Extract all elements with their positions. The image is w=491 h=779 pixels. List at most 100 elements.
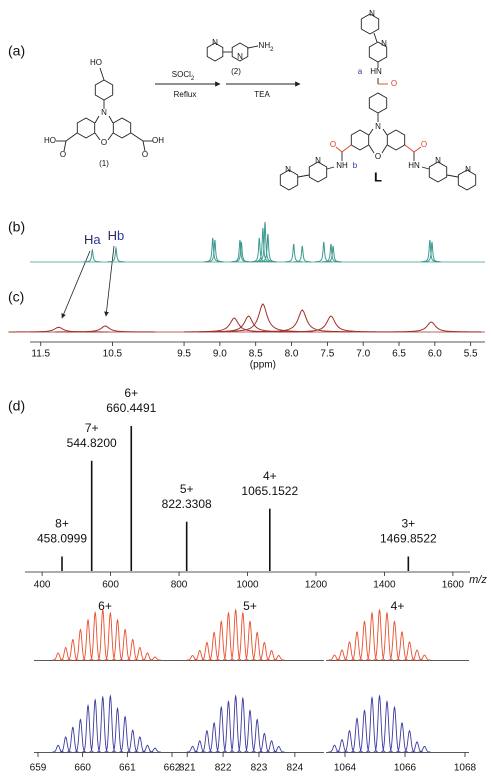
- site-symbol: a: [93, 232, 101, 247]
- atom-label: O: [421, 140, 427, 149]
- atom-label: O: [375, 152, 381, 161]
- ring: [206, 42, 224, 62]
- isotope-peak: [343, 729, 356, 753]
- bond: [63, 140, 67, 152]
- bond: [247, 45, 259, 49]
- site-label: a: [358, 67, 363, 76]
- isotope-peak: [365, 611, 379, 661]
- isotope-peak: [126, 729, 139, 753]
- bond: [94, 115, 100, 124]
- isotope-peak: [358, 620, 371, 661]
- nmr-peak: [212, 303, 314, 333]
- arrow: [104, 245, 115, 317]
- x-axis-label: (ppm): [250, 360, 276, 371]
- bond: [297, 174, 310, 178]
- site-symbol: b: [117, 228, 124, 243]
- nmr-peak: [293, 245, 311, 263]
- bond: [404, 144, 415, 153]
- bond: [382, 128, 388, 136]
- panel-label: (d): [8, 398, 25, 414]
- bond: [108, 115, 114, 124]
- bond: [381, 144, 388, 154]
- isotope-peak: [82, 618, 94, 661]
- x-tick-label: 400: [34, 580, 51, 591]
- charge-label: 3+: [401, 517, 415, 531]
- ring: [386, 129, 406, 151]
- atom-label: OH: [152, 136, 164, 145]
- isotope-peak: [59, 646, 72, 661]
- nmr-peak: [8, 326, 109, 333]
- x-tick-label: 824: [287, 763, 304, 774]
- mass-spectrum-panel: (d) 400 600 800 1000 1200 1400 1600 m/z 8+458.099…: [8, 386, 487, 590]
- isotope-peak: [272, 655, 285, 661]
- nmr-peak: [107, 246, 125, 263]
- isotope-peak: [89, 610, 101, 661]
- nmr-peak: [250, 237, 268, 263]
- x-tick-label: 1066: [394, 763, 417, 774]
- x-tick-label: 5.5: [464, 349, 478, 360]
- isotope-peak: [193, 740, 206, 753]
- nmr-peak: [324, 245, 342, 263]
- reaction-scheme: (a) HO N O HO O O OH (1) SOCl2 Reflux N …: [8, 9, 477, 191]
- isotope-peak: [365, 695, 379, 753]
- atom-label: HN: [370, 67, 382, 76]
- ring: [76, 117, 96, 139]
- isotope-peak: [208, 721, 220, 753]
- atom-label: O: [330, 140, 336, 149]
- atom-label: N: [315, 156, 321, 165]
- mass-label: 1469.8522: [380, 532, 437, 546]
- ring: [360, 13, 380, 35]
- x-tick-label: 8.0: [285, 349, 299, 360]
- charge-label: 6+: [98, 599, 112, 613]
- x-tick-label: 660: [74, 763, 91, 774]
- atom-label: O: [60, 150, 66, 159]
- atom-label: N: [435, 156, 441, 165]
- isotope-peak: [335, 739, 349, 753]
- site-label: b: [353, 161, 358, 170]
- x-tick-label: 10.5: [103, 349, 123, 360]
- bond: [413, 146, 422, 153]
- x-tick-label: 1000: [236, 580, 259, 591]
- compound-label: (2): [231, 67, 241, 76]
- isotope-peak: [215, 620, 228, 661]
- x-tick-label: 823: [251, 763, 268, 774]
- x-tick-label: 800: [171, 580, 188, 591]
- isotope-peak: [272, 745, 285, 753]
- isotope-peak: [119, 628, 131, 661]
- isotope-peak: [74, 718, 87, 753]
- bond: [368, 144, 375, 154]
- isotope-peak: [222, 611, 235, 661]
- x-tick-label: 8.5: [249, 349, 263, 360]
- ring: [368, 92, 388, 114]
- nmr-peak: [280, 315, 382, 333]
- mass-label: 660.4491: [106, 401, 156, 415]
- bond: [107, 132, 114, 141]
- mass-label: 458.0999: [37, 532, 87, 546]
- product-label: L: [374, 169, 382, 184]
- reagent-text: SOCl: [172, 70, 191, 79]
- bond: [99, 67, 105, 81]
- x-tick-label: 821: [179, 763, 196, 774]
- atom-label: HO: [90, 58, 102, 67]
- isotope-peak: [201, 641, 213, 661]
- nmr-peak: [423, 241, 441, 263]
- condition: Reflux: [174, 90, 197, 99]
- bond: [341, 144, 352, 153]
- isotope-peak: [350, 717, 364, 753]
- group-text: NH: [259, 41, 271, 50]
- x-tick-label: 6.0: [428, 349, 442, 360]
- reagent: SOCl2: [172, 70, 195, 81]
- nmr-peak: [55, 325, 156, 333]
- atom-label: HO: [44, 136, 56, 145]
- isotope-peak: [418, 654, 431, 661]
- atom-label: O: [391, 79, 397, 88]
- nmr-peak: [252, 309, 353, 333]
- isotope-peak: [119, 715, 131, 753]
- bond: [335, 146, 343, 153]
- charge-label: 5+: [243, 599, 257, 613]
- x-tick-label: 7.0: [356, 349, 370, 360]
- compound-label: (1): [99, 159, 109, 168]
